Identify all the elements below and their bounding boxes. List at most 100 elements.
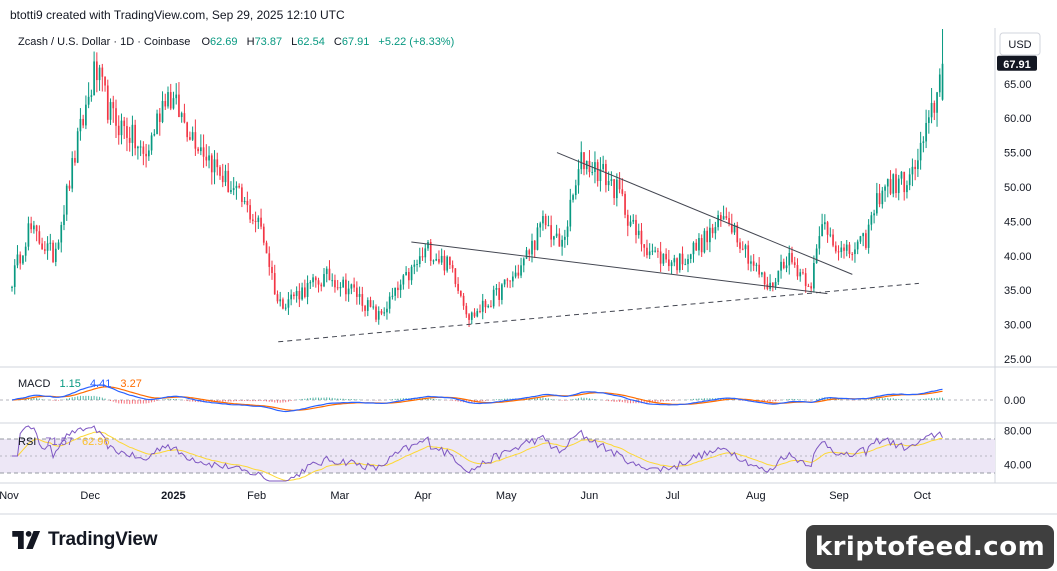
- candle-body: [355, 287, 358, 297]
- candle-body: [153, 133, 156, 136]
- candle-body: [906, 185, 908, 193]
- candle-body: [38, 231, 41, 244]
- candle-body: [388, 296, 391, 309]
- candle-body: [443, 255, 446, 271]
- candle-body: [221, 175, 224, 183]
- candle-body: [698, 237, 700, 251]
- candle-body: [936, 92, 938, 113]
- candle-body: [421, 256, 424, 258]
- last-price-tag-label: 67.91: [1003, 59, 1031, 71]
- candle-body: [580, 152, 583, 170]
- time-axis: Nov Dec 2025 Feb Mar Apr May Jun Jul Aug Sep Oct: [0, 490, 931, 502]
- price-axis-tick-label: 55.00: [1004, 148, 1032, 160]
- candle-body: [577, 169, 580, 186]
- candle-body: [665, 253, 667, 260]
- rsi-series: [12, 425, 943, 482]
- price-axis-tick-label: 45.00: [1004, 216, 1032, 228]
- close-label: C: [334, 36, 342, 48]
- candle-body: [596, 162, 599, 182]
- candle-body: [815, 248, 818, 264]
- watermark-text: kriptofeed.com: [814, 532, 1046, 562]
- candle-body: [599, 169, 602, 182]
- currency-button[interactable]: [999, 32, 1041, 56]
- candle-body: [728, 218, 730, 224]
- candle-body: [542, 216, 544, 224]
- candle-body: [126, 126, 128, 138]
- candle-body: [840, 247, 843, 253]
- candle-body: [624, 193, 626, 215]
- candle-body: [293, 294, 295, 297]
- candle-body: [273, 273, 276, 295]
- macd-legend-name: MACD: [18, 378, 50, 390]
- candle-body: [241, 187, 243, 202]
- candle-body: [572, 195, 574, 200]
- candle-body: [268, 253, 271, 267]
- candle-body: [199, 147, 202, 152]
- rsi-legend-value-1: 71.57: [45, 436, 73, 448]
- candle-body: [95, 61, 98, 81]
- candle-body: [71, 158, 74, 189]
- candle-body: [856, 241, 859, 250]
- candle-body: [35, 225, 38, 232]
- candle-body: [522, 258, 525, 266]
- macd-series: [11, 384, 944, 413]
- candle-body: [873, 213, 875, 216]
- candle-body: [435, 259, 438, 261]
- candle-body: [413, 264, 416, 267]
- chart-background: [0, 28, 1057, 515]
- price-axis: 65.00 60.00 55.00 50.00 45.00 40.00 35.00 30.00…: [1004, 79, 1032, 472]
- candle-body: [583, 152, 585, 170]
- candle-body: [684, 264, 687, 266]
- candle-body: [191, 132, 194, 140]
- candle-body: [810, 286, 813, 289]
- candle-body: [520, 265, 522, 276]
- candle-body: [57, 242, 60, 249]
- open-value: 62.69: [210, 36, 238, 48]
- svg-text:Zcash / U.S. Dollar · 1D · Coi: Zcash / U.S. Dollar · 1D · Coinbase O62.…: [18, 36, 454, 48]
- candle-body: [366, 300, 369, 311]
- price-axis-tick-label: 65.00: [1004, 79, 1032, 91]
- candle-body: [553, 236, 555, 240]
- currency-button-label[interactable]: USD: [1008, 39, 1031, 51]
- candle-body: [11, 286, 13, 288]
- time-axis-tick-label: Mar: [330, 490, 349, 502]
- candle-body: [870, 215, 873, 225]
- candle-body: [22, 255, 24, 264]
- candle-body: [468, 314, 470, 320]
- candle-body: [722, 216, 725, 220]
- candle-body: [457, 283, 459, 291]
- candle-body: [178, 94, 180, 118]
- candle-body: [785, 265, 788, 269]
- candle-body: [886, 179, 889, 187]
- candle-body: [339, 287, 342, 289]
- rsi-axis-tick-label: 80.00: [1004, 426, 1032, 438]
- candle-body: [41, 243, 43, 250]
- candle-body: [43, 249, 46, 251]
- candle-body: [265, 242, 268, 254]
- candle-body: [109, 102, 112, 120]
- candle-body: [875, 193, 878, 214]
- candle-body: [938, 74, 941, 93]
- candle-body: [331, 280, 334, 282]
- candle-body: [375, 306, 377, 320]
- candle-body: [930, 102, 933, 118]
- candle-body: [662, 253, 665, 264]
- candle-body: [818, 236, 821, 249]
- candle-body: [550, 225, 553, 240]
- chart-frame: 65.00 60.00 55.00 50.00 45.00 40.00 35.00 30.00…: [0, 28, 1057, 515]
- candle-body: [813, 263, 815, 289]
- candle-body: [511, 276, 514, 282]
- candle-body: [262, 226, 265, 243]
- chart-svg[interactable]: 65.00 60.00 55.00 50.00 45.00 40.00 35.00 30.00…: [0, 28, 1057, 515]
- candle-body: [717, 215, 719, 228]
- candle-body: [271, 266, 273, 274]
- candle-body: [33, 225, 35, 230]
- candle-body: [46, 243, 49, 251]
- candle-body: [709, 227, 711, 243]
- candle-body: [911, 166, 914, 175]
- candle-body: [676, 258, 678, 271]
- candle-body: [334, 280, 336, 288]
- candle-body: [867, 224, 870, 248]
- tradingview-logo[interactable]: TradingView: [12, 529, 158, 551]
- candle-body: [49, 242, 52, 244]
